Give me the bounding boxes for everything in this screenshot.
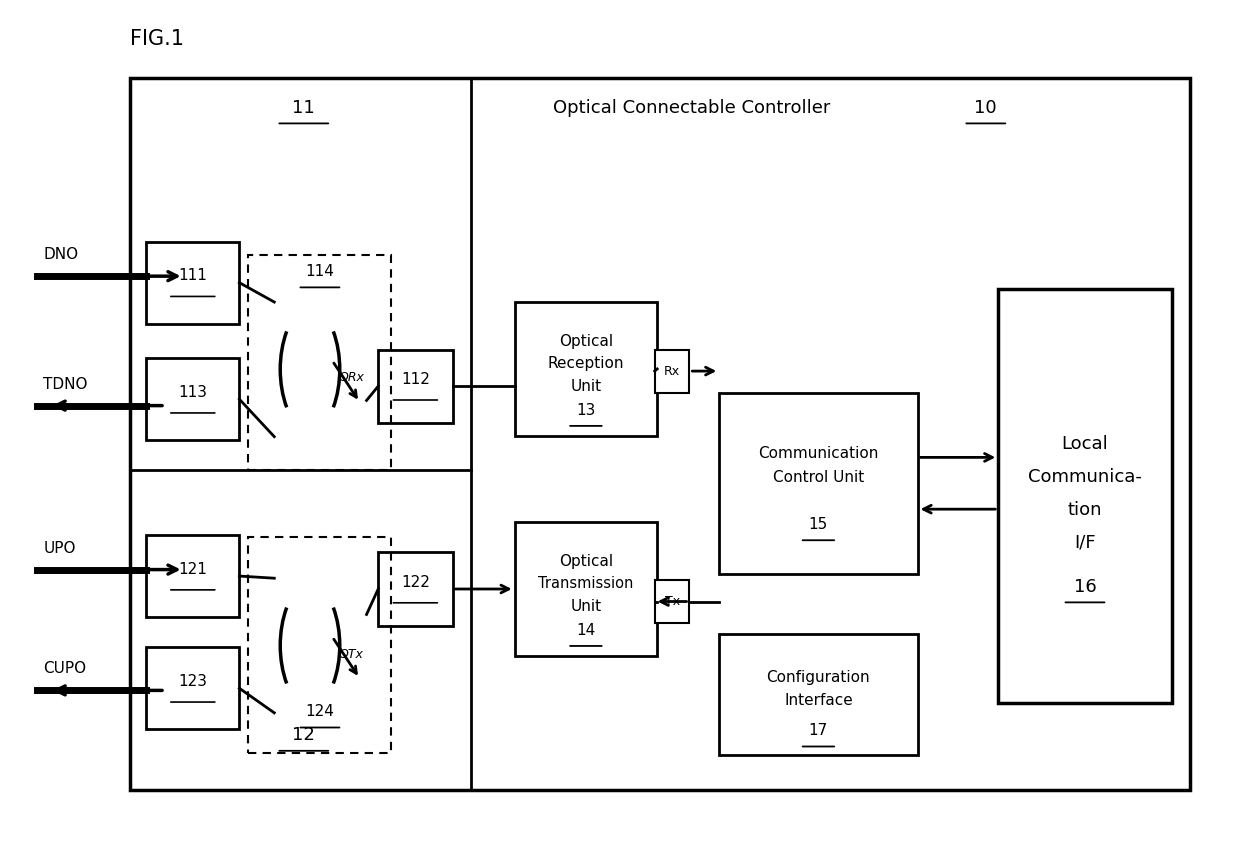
Text: UPO: UPO [43,540,76,556]
Bar [248,537,391,753]
Text: Local: Local [1061,436,1109,453]
Text: Communica-: Communica- [1028,469,1142,486]
Text: 121: 121 [179,562,207,576]
Text: 122: 122 [401,575,430,589]
Text: Control Unit: Control Unit [773,469,864,485]
Text: 124: 124 [305,704,335,720]
Bar [655,350,689,393]
Text: I/F: I/F [1074,534,1096,551]
Text: Interface: Interface [784,693,853,709]
Text: TDNO: TDNO [43,376,88,392]
Text: DNO: DNO [43,247,78,262]
Bar [146,647,239,729]
Bar [146,535,239,617]
Text: OTx: OTx [339,647,363,661]
Text: 13: 13 [577,403,595,418]
Text: Tx: Tx [665,595,680,608]
Text: Communication: Communication [758,445,879,461]
Text: 12: 12 [293,727,315,744]
Bar [130,78,1190,790]
Text: Reception: Reception [548,356,624,371]
Text: Optical: Optical [559,554,613,569]
Bar [378,552,453,626]
Text: Rx: Rx [663,364,681,378]
Text: Optical Connectable Controller: Optical Connectable Controller [553,99,836,117]
Text: Unit: Unit [570,599,601,614]
Bar [515,302,657,436]
Text: 111: 111 [179,268,207,283]
Text: 17: 17 [808,723,828,739]
Bar [378,350,453,423]
Text: Optical: Optical [559,334,613,349]
Text: Transmission: Transmission [538,576,634,591]
Bar [719,393,918,574]
Text: 10: 10 [975,99,997,117]
Text: tion: tion [1068,501,1102,519]
Text: ORx: ORx [339,371,365,385]
Text: FIG.1: FIG.1 [130,28,185,49]
Text: 16: 16 [1074,578,1096,595]
Bar [719,634,918,755]
Text: 114: 114 [305,264,335,280]
Text: Unit: Unit [570,379,601,394]
Bar [146,358,239,440]
Text: 123: 123 [179,674,207,689]
Text: CUPO: CUPO [43,661,87,677]
Text: 15: 15 [808,517,828,532]
Bar [998,289,1172,703]
Text: 113: 113 [179,385,207,400]
Bar [515,522,657,656]
Text: Configuration: Configuration [766,670,870,685]
Bar [248,255,391,470]
Bar [146,242,239,324]
Text: 112: 112 [401,372,430,387]
Bar [655,580,689,623]
Text: 11: 11 [293,99,315,117]
Text: 14: 14 [577,623,595,638]
